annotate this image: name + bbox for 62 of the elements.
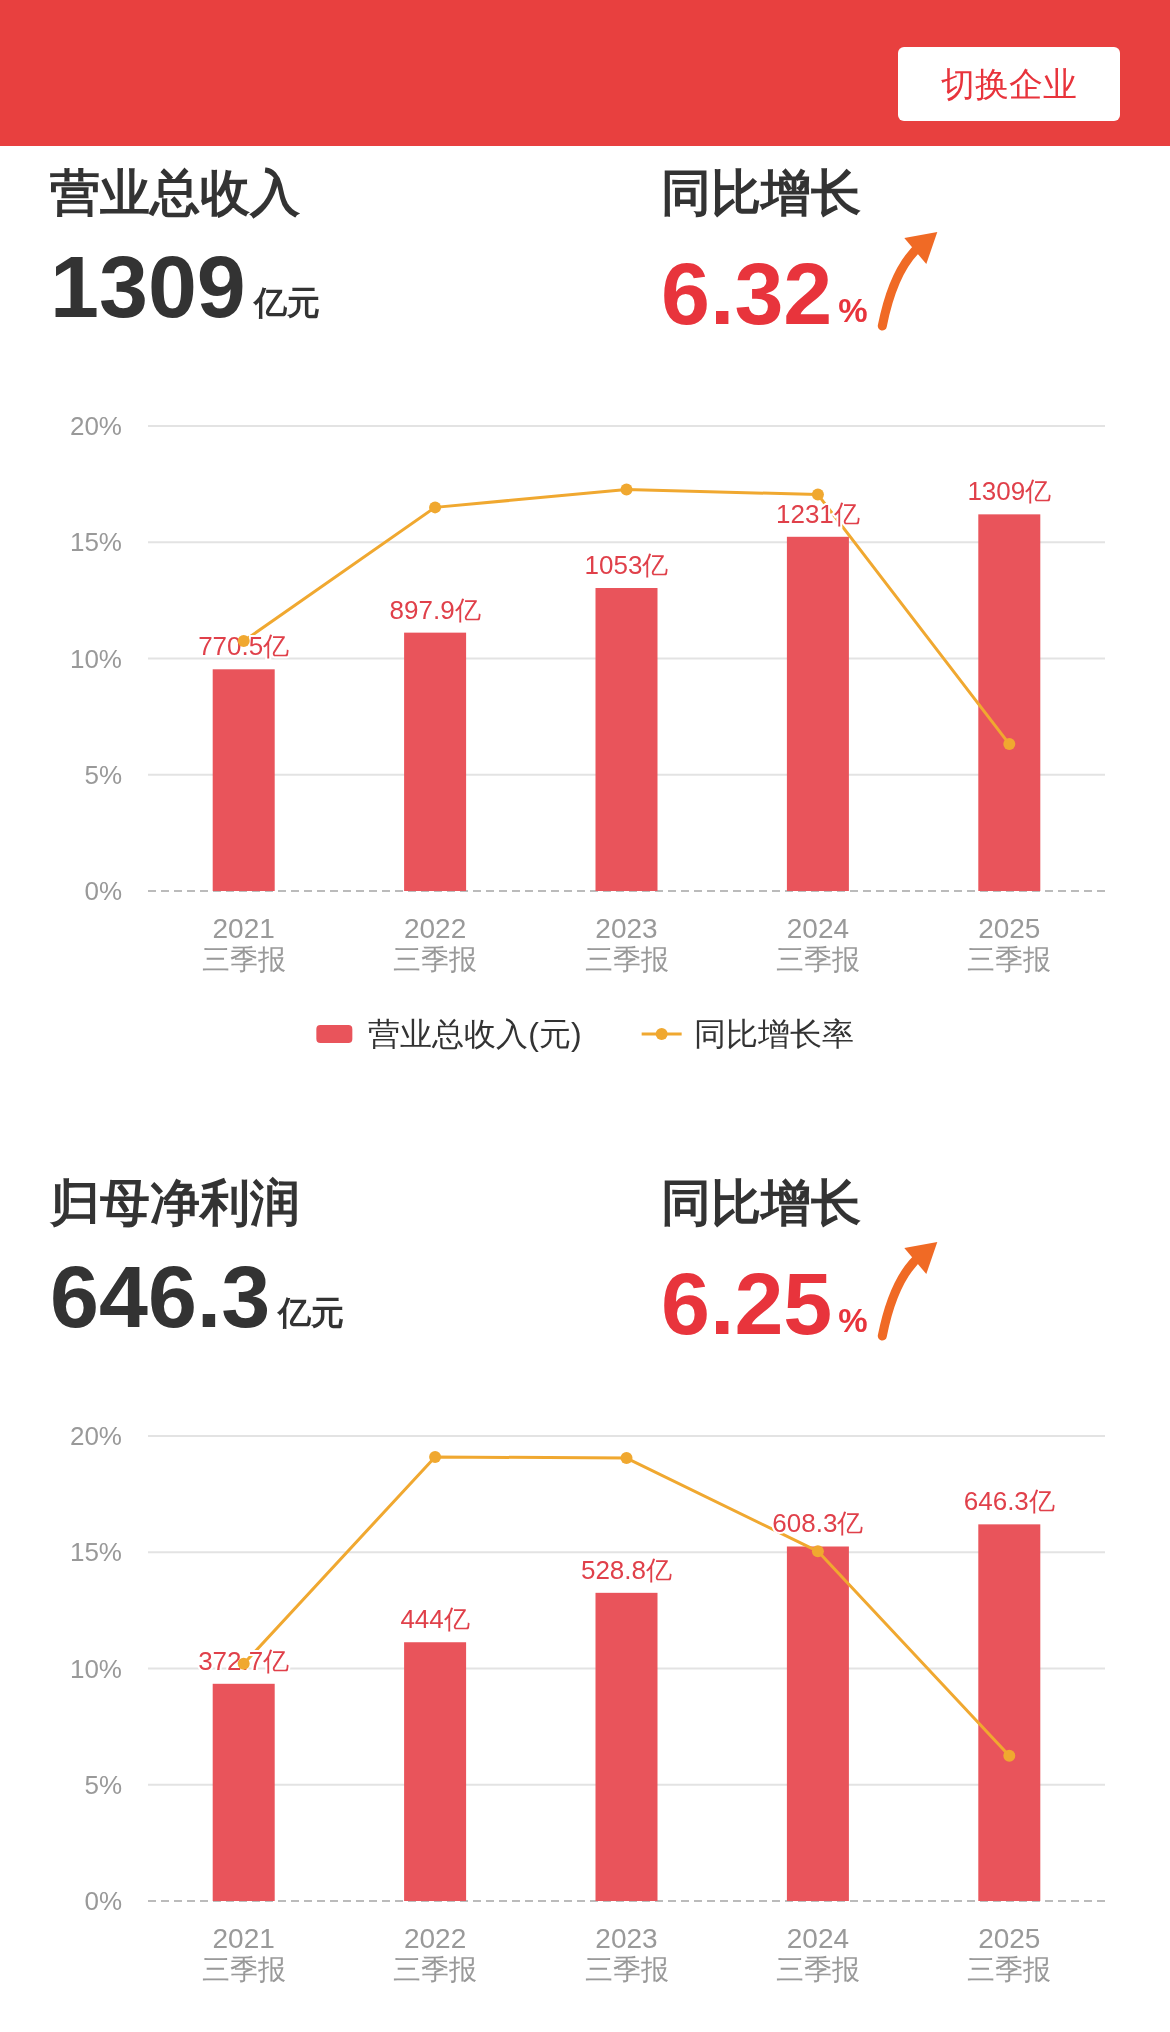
x-tick-label: 2021 三季报	[201, 913, 286, 975]
y-tick-label: 15%	[69, 1537, 122, 1568]
text: 1309	[50, 237, 246, 336]
y-tick-label: 10%	[69, 1653, 122, 1684]
chart-title: 归母净利润	[49, 1175, 300, 1231]
y-tick-label: 15%	[69, 527, 122, 558]
text: 同比增长	[661, 165, 861, 221]
y-tick-label: 10%	[69, 643, 122, 674]
legend-label: 同比增长率	[693, 1016, 854, 1052]
point	[1003, 738, 1016, 751]
point	[811, 1545, 824, 1558]
bar	[786, 1546, 849, 1901]
point	[811, 488, 824, 501]
x-tick-label: 2022 三季报	[393, 1923, 478, 1985]
x-tick-label: 2024 三季报	[775, 913, 860, 975]
data-label: 770.5亿	[198, 631, 290, 662]
chart-title: 营业总收入	[50, 165, 301, 221]
bar	[404, 1642, 467, 1901]
point	[429, 501, 442, 514]
point	[620, 1452, 633, 1465]
text: 同比增长	[661, 1175, 861, 1231]
y-tick-label: 20%	[69, 411, 122, 441]
bar	[978, 514, 1041, 891]
y-tick-label: 20%	[69, 1421, 122, 1451]
point	[620, 483, 633, 496]
point	[429, 1450, 442, 1463]
text: %	[838, 1302, 868, 1339]
y-tick-label: 0%	[84, 876, 122, 906]
text: 亿元	[251, 284, 320, 321]
text: 6.32	[661, 244, 833, 343]
x-tick-label: 2023 三季报	[584, 913, 669, 975]
data-label: 528.8亿	[580, 1554, 673, 1585]
text: 亿元	[276, 1294, 345, 1331]
data-label: 897.9亿	[389, 594, 481, 625]
y-tick-label: 5%	[84, 759, 122, 790]
text: 切换企业	[941, 65, 1077, 103]
bar	[595, 588, 658, 891]
data-label: 1053亿	[584, 550, 669, 581]
bar	[786, 536, 849, 891]
text: %	[838, 292, 868, 329]
bar	[595, 1592, 658, 1901]
x-tick-label: 2021 三季报	[201, 1923, 286, 1985]
data-label: 608.3亿	[772, 1508, 864, 1539]
x-tick-label: 2025 三季报	[967, 1923, 1052, 1985]
x-tick-label: 2024 三季报	[775, 1923, 860, 1985]
text: 646.3	[50, 1247, 271, 1346]
point	[1003, 1749, 1016, 1762]
bar	[978, 1524, 1041, 1901]
data-label: 646.3亿	[963, 1486, 1055, 1517]
x-tick-label: 2025 三季报	[967, 913, 1052, 975]
bar	[212, 1683, 275, 1901]
bar	[212, 669, 275, 891]
x-tick-label: 2023 三季报	[584, 1923, 669, 1985]
data-label: 1231亿	[775, 498, 860, 529]
legend-label: 营业总收入(元)	[368, 1016, 582, 1052]
bar	[404, 632, 467, 891]
y-tick-label: 5%	[84, 1769, 122, 1800]
text: 6.25	[661, 1254, 833, 1353]
y-tick-label: 0%	[84, 1886, 122, 1916]
data-label: 1309亿	[967, 476, 1052, 507]
data-label: 444亿	[400, 1604, 470, 1635]
x-tick-label: 2022 三季报	[393, 913, 478, 975]
